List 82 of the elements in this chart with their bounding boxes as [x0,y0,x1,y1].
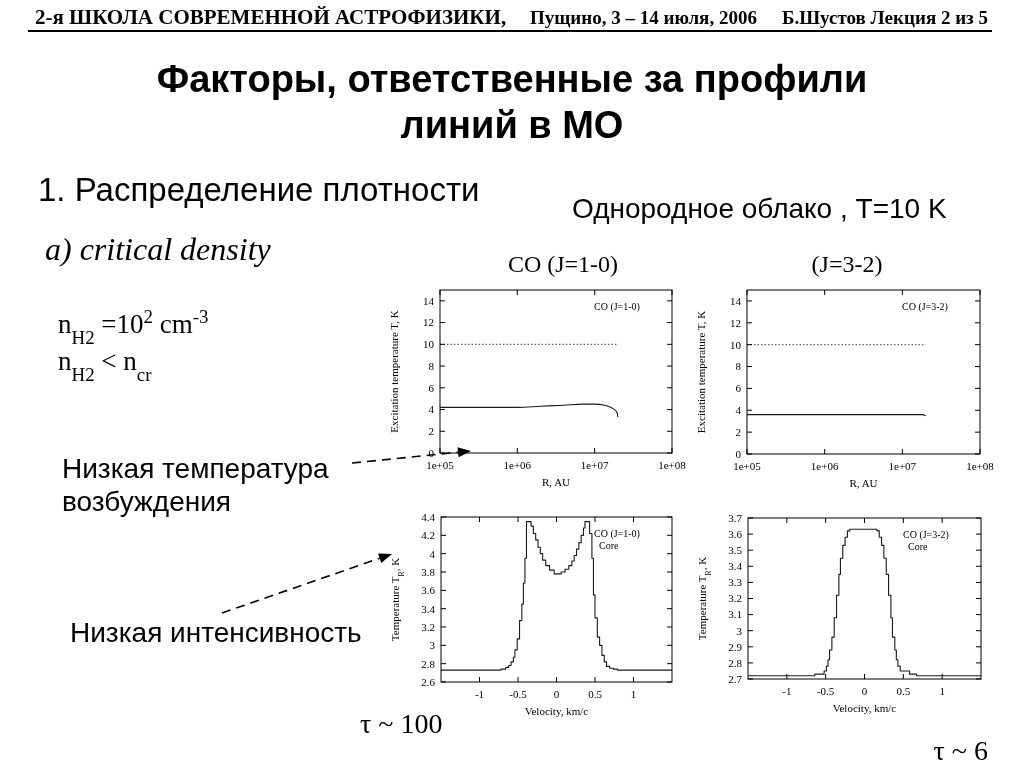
y-tick-label: 2 [428,425,434,438]
y-tick-label: 3.5 [728,544,743,557]
text: Низкая температура возбуждения [62,453,330,517]
y-tick-label: 2.7 [728,672,743,685]
y-tick-label: 2.6 [421,675,436,688]
y-tick-label: 3.8 [421,565,436,578]
y-tick-label: 2.8 [421,657,436,670]
y-tick-label: 14 [730,294,742,307]
x-tick-label: 1 [939,685,945,697]
y-tick-label: 3.4 [421,602,436,615]
x-tick-label: 0 [553,688,560,700]
x-tick-label: 1e+05 [733,460,762,472]
x-tick-label: 0.5 [588,688,603,700]
x-tick-label: 1e+06 [810,460,839,472]
annotation: CO (J=1-0) [594,301,640,313]
y-tick-label: 8 [428,359,435,372]
y-tick-label: 10 [423,338,435,351]
x-tick-label: 1e+05 [426,459,455,471]
y-tick-label: 4 [735,404,742,417]
x-tick-label: 1e+06 [503,459,532,471]
y-tick-label: 2.8 [728,656,743,669]
y-tick-label: 2 [735,425,741,438]
y-tick-label: 12 [730,316,741,329]
x-tick-label: -1 [474,688,485,700]
annotation: CO (J=1-0) [594,528,640,540]
text: Пущино, 3 – 14 июля, 2006 [530,7,757,28]
y-tick-label: 3.6 [728,527,743,540]
text: τ ~ 6 [933,735,988,766]
y-tick-label: 0 [428,446,435,459]
y-tick-label: 6 [428,381,435,394]
chart-title: CO (J=1-0) [507,251,619,277]
text: n$_{H2}$ < n$_{cr}$ [58,346,153,385]
y-tick-label: 4.2 [421,529,435,542]
y-tick-label: 3 [736,624,743,637]
y-tick-label: 4 [429,547,436,560]
text: τ ~ 100 [360,708,443,739]
x-tick-label: -0.5 [816,685,835,697]
x-tick-label: 0.5 [896,685,911,697]
text: 1. Распределение плотности [38,171,480,208]
y-tick-label: 4.4 [421,510,436,523]
text: a) critical density [45,231,272,267]
x-axis-title: Velocity, km/c [832,702,897,714]
x-tick-label: 1e+07 [888,460,917,472]
y-tick-label: 3.7 [728,511,743,524]
text: 2-я ШКОЛА СОВРЕМЕННОЙ АСТРОФИЗИКИ, [35,5,507,29]
y-tick-label: 3.4 [728,560,743,573]
y-tick-label: 3 [429,639,436,652]
y-tick-label: 0 [735,447,742,460]
x-tick-label: 1e+07 [580,459,609,471]
x-axis-title: R, AU [541,476,571,488]
y-tick-label: 4 [428,403,435,416]
text: Низкая интенсивность [70,617,362,648]
y-tick-label: 10 [730,338,742,351]
x-tick-label: 1 [630,688,637,700]
y-tick-label: 14 [423,294,435,307]
y-axis-title: Excitation temperature T, K [695,310,707,434]
x-axis-title: R, AU [849,477,878,489]
x-tick-label: -1 [782,685,792,697]
x-tick-label: 0 [861,685,868,697]
y-tick-label: 3.3 [728,576,743,589]
annotation: CO (J=3-2) [902,301,948,313]
x-tick-label: 1e+08 [966,460,995,472]
annotation: Core [599,540,619,551]
annotation: CO (J=3-2) [903,529,949,541]
y-tick-label: 8 [735,360,742,373]
text: Факторы, ответственные за профили линий в МО [156,58,868,146]
y-tick-label: 2.9 [728,640,743,653]
y-tick-label: 3.2 [728,592,742,605]
annotation: Core [908,541,928,552]
y-tick-label: 3.2 [421,620,435,633]
x-axis-title: Velocity, km/c [524,705,589,717]
y-tick-label: 3.1 [728,608,742,621]
x-tick-label: -0.5 [509,688,528,700]
chart-title: (J=3-2) [811,251,883,277]
text: Однородное облако , T=10 K [572,193,947,224]
y-tick-label: 12 [423,316,434,329]
x-tick-label: 1e+08 [658,459,687,471]
text: n$_{H2}$ =10$^{2}$ cm$^{-3}$ [58,305,209,348]
text: Б.Шустов Лекция 2 из 5 [781,7,988,28]
y-tick-label: 3.6 [421,584,436,597]
y-axis-title: Excitation temperature T, K [388,310,400,433]
y-tick-label: 6 [735,382,742,395]
